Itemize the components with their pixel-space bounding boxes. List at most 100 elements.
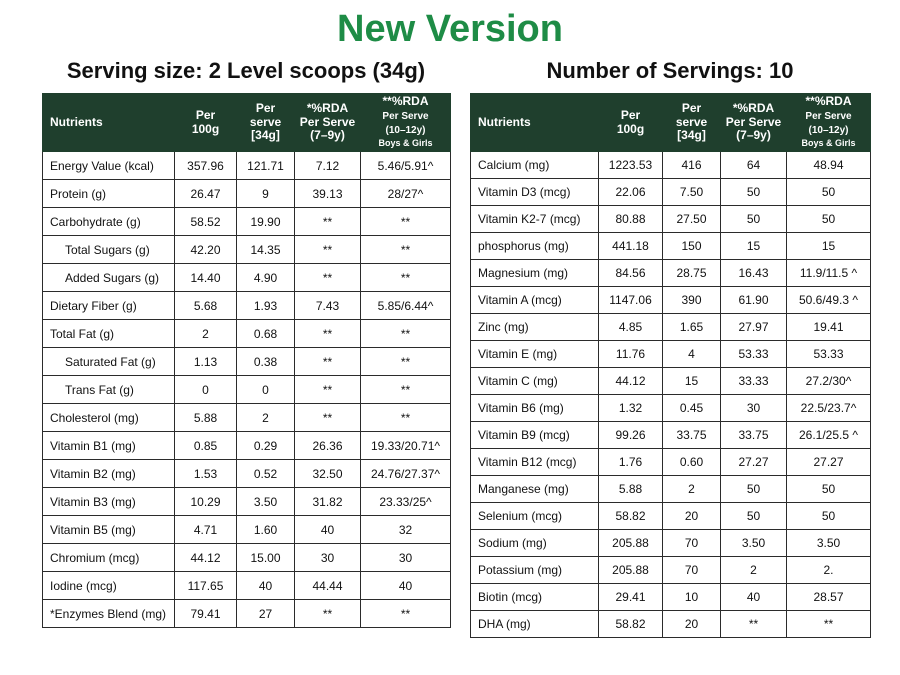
per-serve-cell: 150 — [662, 232, 721, 260]
nutrient-name-cell: Protein (g) — [42, 179, 175, 208]
rda-10-12y-cell: ** — [360, 375, 451, 404]
per-serve-cell: 9 — [236, 179, 295, 208]
page-title: New Version — [337, 8, 563, 50]
per-100g-cell: 14.40 — [174, 263, 237, 292]
rda-7-9y-cell: 30 — [720, 394, 787, 422]
rda-7-9y-cell: 27.97 — [720, 313, 787, 341]
rda-10-12y-cell: 50 — [786, 178, 871, 206]
header-per-100g: Per 100g — [174, 93, 237, 152]
per-100g-cell: 205.88 — [598, 529, 663, 557]
table-row: Magnesium (mg) 84.56 28.75 16.43 11.9/11.5 ^ — [470, 259, 871, 287]
nutrient-name-cell: Vitamin E (mg) — [470, 340, 599, 368]
table-row: Sodium (mg) 205.88 70 3.50 3.50 — [470, 529, 871, 557]
rda-10-12y-cell: 27.27 — [786, 448, 871, 476]
rda-7-9y-cell: 31.82 — [294, 487, 361, 516]
table-row: Zinc (mg) 4.85 1.65 27.97 19.41 — [470, 313, 871, 341]
nutrient-name-cell: Vitamin A (mcg) — [470, 286, 599, 314]
per-serve-cell: 416 — [662, 151, 721, 179]
table-row: Iodine (mcg) 117.65 40 44.44 40 — [42, 571, 451, 600]
rda-7-9y-cell: ** — [294, 319, 361, 348]
table-row: Vitamin E (mg) 11.76 4 53.33 53.33 — [470, 340, 871, 368]
nutrient-name-cell: Calcium (mg) — [470, 151, 599, 179]
per-100g-cell: 42.20 — [174, 235, 237, 264]
rda-10-12y-cell: ** — [360, 263, 451, 292]
nutrient-name-cell: Carbohydrate (g) — [42, 207, 175, 236]
table-row: Manganese (mg) 5.88 2 50 50 — [470, 475, 871, 503]
per-100g-cell: 58.82 — [598, 610, 663, 638]
header-rda-10-12y: **%RDA Per Serve (10–12y) Boys & Girls — [360, 93, 451, 152]
rda-7-9y-cell: 33.75 — [720, 421, 787, 449]
per-100g-cell: 0 — [174, 375, 237, 404]
rda-10-12y-cell: 2. — [786, 556, 871, 584]
nutrient-name-cell: Vitamin B1 (mg) — [42, 431, 175, 460]
table-row: Vitamin B1 (mg) 0.85 0.29 26.36 19.33/20.71^ — [42, 431, 451, 460]
per-serve-cell: 0.60 — [662, 448, 721, 476]
rda-7-9y-cell: 2 — [720, 556, 787, 584]
table-row: Dietary Fiber (g) 5.68 1.93 7.43 5.85/6.44^ — [42, 291, 451, 320]
rda-7-9y-cell: 50 — [720, 205, 787, 233]
rda-7-9y-cell: 3.50 — [720, 529, 787, 557]
table-row: Energy Value (kcal) 357.96 121.71 7.12 5.46/… — [42, 151, 451, 180]
per-serve-cell: 33.75 — [662, 421, 721, 449]
rda-10-12y-cell: ** — [360, 599, 451, 628]
per-serve-cell: 2 — [236, 403, 295, 432]
per-100g-cell: 1.76 — [598, 448, 663, 476]
table-row: Selenium (mcg) 58.82 20 50 50 — [470, 502, 871, 530]
rda-10-12y-cell: 15 — [786, 232, 871, 260]
nutrient-name-cell: Dietary Fiber (g) — [42, 291, 175, 320]
per-100g-cell: 99.26 — [598, 421, 663, 449]
nutrient-name-cell: Zinc (mg) — [470, 313, 599, 341]
rda-7-9y-cell: 16.43 — [720, 259, 787, 287]
per-serve-cell: 0.29 — [236, 431, 295, 460]
rda-7-9y-cell: 15 — [720, 232, 787, 260]
nutrient-name-cell: Biotin (mcg) — [470, 583, 599, 611]
table-row: Vitamin B3 (mg) 10.29 3.50 31.82 23.33/25^ — [42, 487, 451, 516]
per-100g-cell: 58.82 — [598, 502, 663, 530]
per-serve-cell: 0 — [236, 375, 295, 404]
rda-10-12y-cell: 28.57 — [786, 583, 871, 611]
per-serve-cell: 15.00 — [236, 543, 295, 572]
table-row: Total Sugars (g) 42.20 14.35 ** ** — [42, 235, 451, 264]
rda-7-9y-cell: ** — [294, 375, 361, 404]
per-serve-cell: 4.90 — [236, 263, 295, 292]
per-serve-cell: 40 — [236, 571, 295, 600]
rda-7-9y-cell: 30 — [294, 543, 361, 572]
per-100g-cell: 5.68 — [174, 291, 237, 320]
per-serve-cell: 1.93 — [236, 291, 295, 320]
rda-7-9y-cell: ** — [294, 599, 361, 628]
per-serve-cell: 0.52 — [236, 459, 295, 488]
rda-10-12y-cell: 26.1/25.5 ^ — [786, 421, 871, 449]
per-serve-cell: 27 — [236, 599, 295, 628]
nutrient-name-cell: Energy Value (kcal) — [42, 151, 175, 180]
rda-10-12y-cell: ** — [360, 319, 451, 348]
table-row: Total Fat (g) 2 0.68 ** ** — [42, 319, 451, 348]
nutrient-name-cell: Cholesterol (mg) — [42, 403, 175, 432]
rda-10-12y-cell: 30 — [360, 543, 451, 572]
nutrient-name-cell: Vitamin K2-7 (mcg) — [470, 205, 599, 233]
rda-10-12y-cell: 48.94 — [786, 151, 871, 179]
rda-10-12y-cell: 27.2/30^ — [786, 367, 871, 395]
nutrient-name-cell: Vitamin B12 (mcg) — [470, 448, 599, 476]
nutrient-name-cell: *Enzymes Blend (mg) — [42, 599, 175, 628]
rda-7-9y-cell: 64 — [720, 151, 787, 179]
nutrient-name-cell: Vitamin B2 (mg) — [42, 459, 175, 488]
per-100g-cell: 1.53 — [174, 459, 237, 488]
per-100g-cell: 29.41 — [598, 583, 663, 611]
per-100g-cell: 22.06 — [598, 178, 663, 206]
rda-7-9y-cell: 50 — [720, 475, 787, 503]
per-100g-cell: 84.56 — [598, 259, 663, 287]
rda-7-9y-cell: 26.36 — [294, 431, 361, 460]
rda-10-12y-cell: ** — [360, 235, 451, 264]
per-100g-cell: 1147.06 — [598, 286, 663, 314]
rda-10-12y-cell: 50.6/49.3 ^ — [786, 286, 871, 314]
header-per-100g: Per 100g — [598, 93, 663, 152]
table-header-row: Nutrients Per 100g Per serve [34g] *%RDA Per… — [42, 93, 451, 152]
per-100g-cell: 44.12 — [598, 367, 663, 395]
per-serve-cell: 20 — [662, 610, 721, 638]
rda-10-12y-cell: 40 — [360, 571, 451, 600]
per-serve-cell: 20 — [662, 502, 721, 530]
table-row: Vitamin B12 (mcg) 1.76 0.60 27.27 27.27 — [470, 448, 871, 476]
rda-10-12y-cell: 32 — [360, 515, 451, 544]
table-row: *Enzymes Blend (mg) 79.41 27 ** ** — [42, 599, 451, 628]
table-row: Biotin (mcg) 29.41 10 40 28.57 — [470, 583, 871, 611]
